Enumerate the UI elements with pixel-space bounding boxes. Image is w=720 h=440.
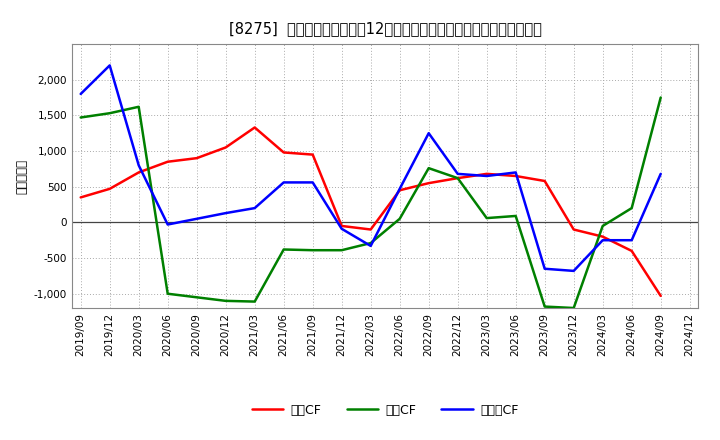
- Line: 投資CF: 投資CF: [81, 98, 661, 308]
- 投資CF: [308, 248, 317, 253]
- フリーCF: [424, 131, 433, 136]
- 営業CF: [192, 155, 201, 161]
- フリーCF: [657, 171, 665, 176]
- 投資CF: [395, 216, 404, 221]
- 営業CF: [598, 234, 607, 239]
- Y-axis label: （百万円）: （百万円）: [15, 158, 28, 194]
- フリーCF: [163, 222, 172, 227]
- 投資CF: [279, 247, 288, 252]
- 営業CF: [511, 173, 520, 179]
- フリーCF: [105, 63, 114, 68]
- 投資CF: [366, 240, 375, 246]
- フリーCF: [135, 163, 143, 168]
- 投資CF: [598, 224, 607, 229]
- フリーCF: [221, 210, 230, 216]
- 投資CF: [76, 115, 85, 120]
- フリーCF: [338, 226, 346, 231]
- Legend: 営業CF, 投資CF, フリーCF: 営業CF, 投資CF, フリーCF: [247, 399, 523, 422]
- 営業CF: [482, 171, 491, 176]
- 投資CF: [251, 299, 259, 304]
- 営業CF: [279, 150, 288, 155]
- 営業CF: [657, 293, 665, 298]
- 投資CF: [338, 248, 346, 253]
- フリーCF: [511, 170, 520, 175]
- フリーCF: [627, 238, 636, 243]
- フリーCF: [541, 266, 549, 271]
- 投資CF: [627, 205, 636, 211]
- 営業CF: [424, 180, 433, 186]
- 営業CF: [366, 227, 375, 232]
- 投資CF: [192, 295, 201, 300]
- 営業CF: [135, 170, 143, 175]
- 営業CF: [308, 152, 317, 157]
- フリーCF: [454, 171, 462, 176]
- 投資CF: [511, 213, 520, 219]
- 営業CF: [338, 224, 346, 229]
- 営業CF: [541, 178, 549, 183]
- Line: 営業CF: 営業CF: [81, 128, 661, 296]
- フリーCF: [482, 173, 491, 179]
- 営業CF: [163, 159, 172, 165]
- Line: フリーCF: フリーCF: [81, 66, 661, 271]
- フリーCF: [251, 205, 259, 211]
- 投資CF: [454, 176, 462, 181]
- フリーCF: [192, 216, 201, 221]
- 投資CF: [135, 104, 143, 110]
- フリーCF: [570, 268, 578, 274]
- Title: [8275]  キャッシュフローの12か月移動合計の対前年同期増減額の推移: [8275] キャッシュフローの12か月移動合計の対前年同期増減額の推移: [229, 21, 541, 36]
- 営業CF: [395, 187, 404, 193]
- 投資CF: [657, 95, 665, 100]
- フリーCF: [395, 186, 404, 191]
- 営業CF: [570, 227, 578, 232]
- 営業CF: [105, 186, 114, 191]
- 営業CF: [454, 176, 462, 181]
- 投資CF: [424, 165, 433, 171]
- フリーCF: [76, 92, 85, 97]
- 投資CF: [570, 305, 578, 311]
- 投資CF: [105, 110, 114, 116]
- 投資CF: [541, 304, 549, 309]
- 営業CF: [76, 195, 85, 200]
- 投資CF: [482, 216, 491, 221]
- フリーCF: [308, 180, 317, 185]
- 営業CF: [251, 125, 259, 130]
- 営業CF: [627, 248, 636, 253]
- フリーCF: [598, 238, 607, 243]
- フリーCF: [279, 180, 288, 185]
- 投資CF: [163, 291, 172, 297]
- 投資CF: [221, 298, 230, 304]
- フリーCF: [366, 243, 375, 249]
- 営業CF: [221, 145, 230, 150]
